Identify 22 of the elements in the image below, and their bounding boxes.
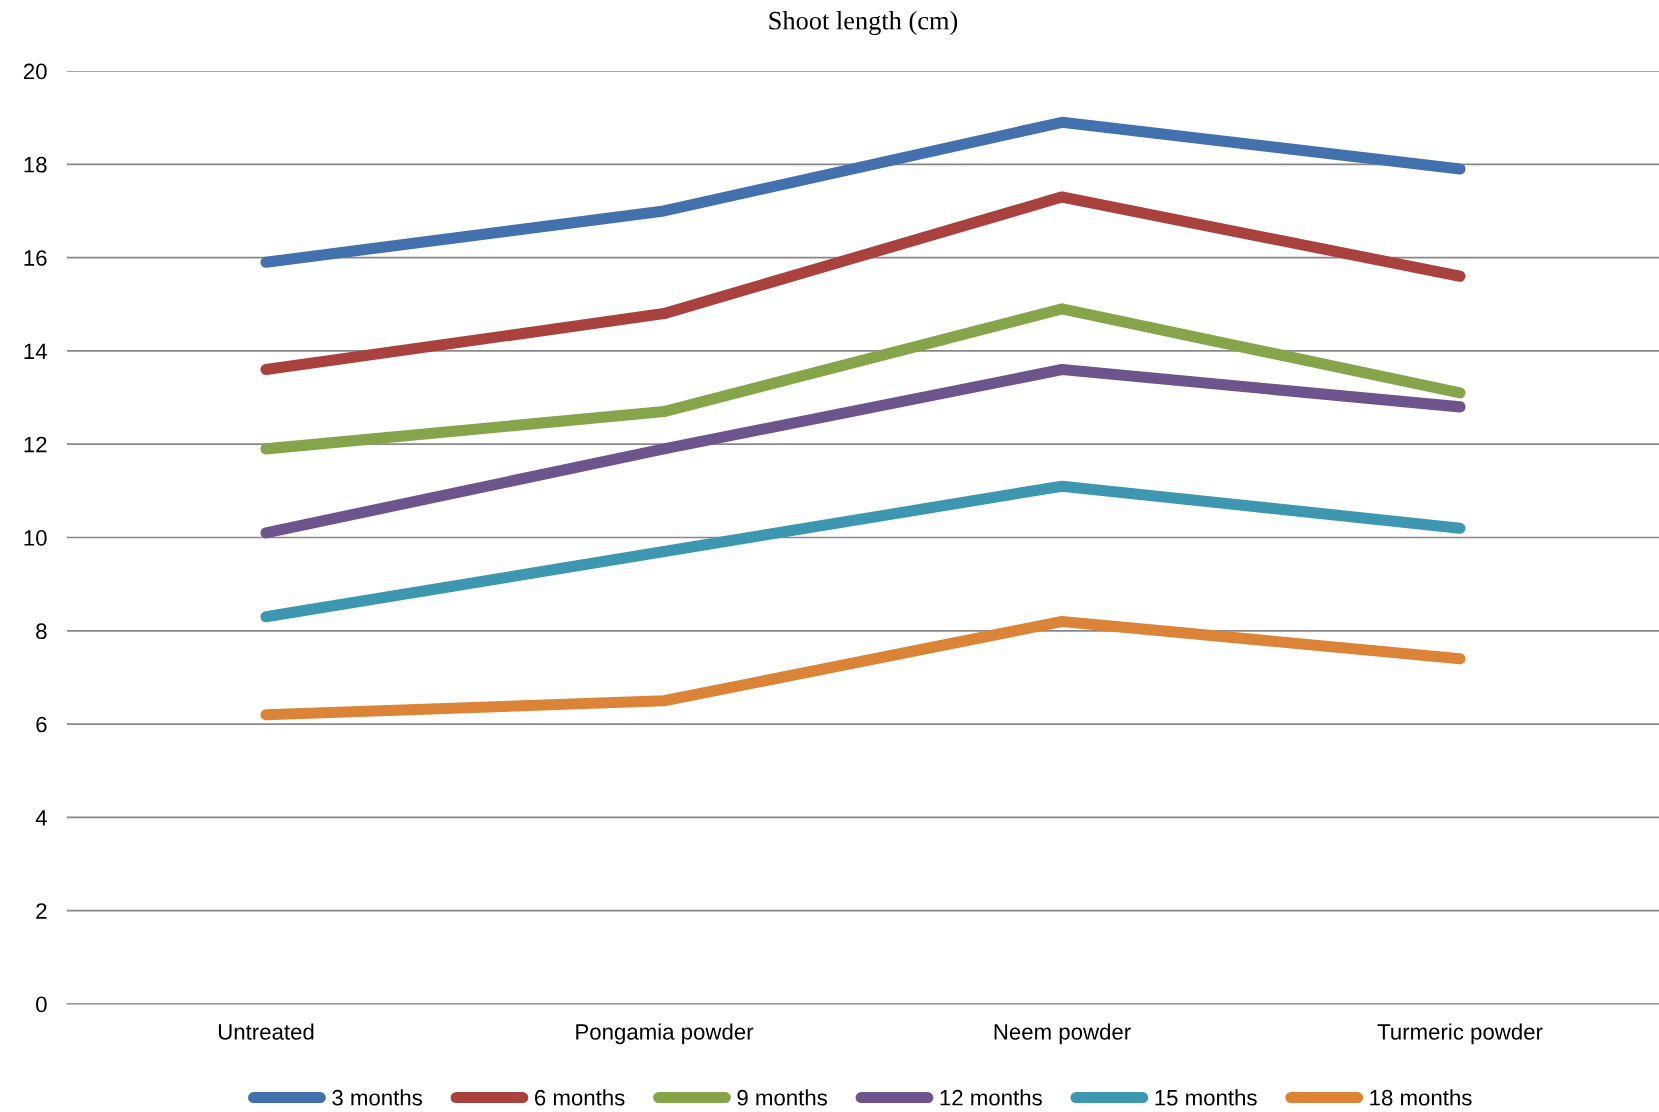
- chart-title: Shoot length (cm): [769, 11, 958, 36]
- legend-label: 15 months: [1155, 1089, 1257, 1106]
- y-tick-label: 6: [36, 716, 47, 733]
- legend-label: 9 months: [737, 1089, 827, 1106]
- y-tick-label: 18: [24, 156, 47, 173]
- y-tick-label: 0: [36, 996, 47, 1013]
- x-tick-label: Untreated: [218, 1023, 314, 1040]
- legend-label: 6 months: [535, 1089, 625, 1106]
- y-tick-label: 2: [36, 903, 47, 919]
- x-tick-label: Pongamia powder: [576, 1023, 754, 1045]
- x-tick-label: Turmeric powder: [1377, 1023, 1543, 1045]
- y-tick-label: 12: [24, 436, 47, 453]
- y-tick-label: 8: [36, 623, 47, 640]
- y-tick-label: 10: [24, 530, 47, 546]
- legend-label: 3 months: [332, 1089, 422, 1106]
- x-tick-label: Neem powder: [994, 1023, 1131, 1045]
- y-tick-label: 16: [24, 250, 47, 266]
- y-tick-label: 4: [35, 810, 47, 826]
- y-tick-label: 20: [23, 63, 47, 80]
- legend-label: 18 months: [1370, 1089, 1472, 1106]
- legend-label: 12 months: [940, 1089, 1042, 1106]
- y-tick-label: 14: [24, 343, 47, 359]
